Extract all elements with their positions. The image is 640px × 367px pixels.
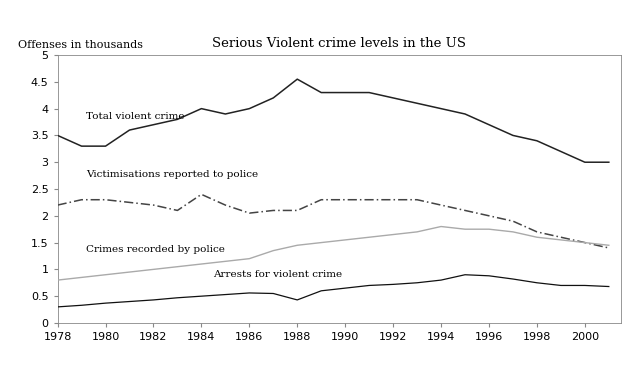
Text: Arrests for violent crime: Arrests for violent crime [213, 270, 342, 279]
Text: Total violent crime: Total violent crime [86, 112, 185, 121]
Title: Serious Violent crime levels in the US: Serious Violent crime levels in the US [212, 37, 466, 50]
Text: Crimes recorded by police: Crimes recorded by police [86, 244, 225, 254]
Text: Victimisations reported to police: Victimisations reported to police [86, 170, 259, 178]
Text: Offenses in thousands: Offenses in thousands [18, 40, 143, 50]
